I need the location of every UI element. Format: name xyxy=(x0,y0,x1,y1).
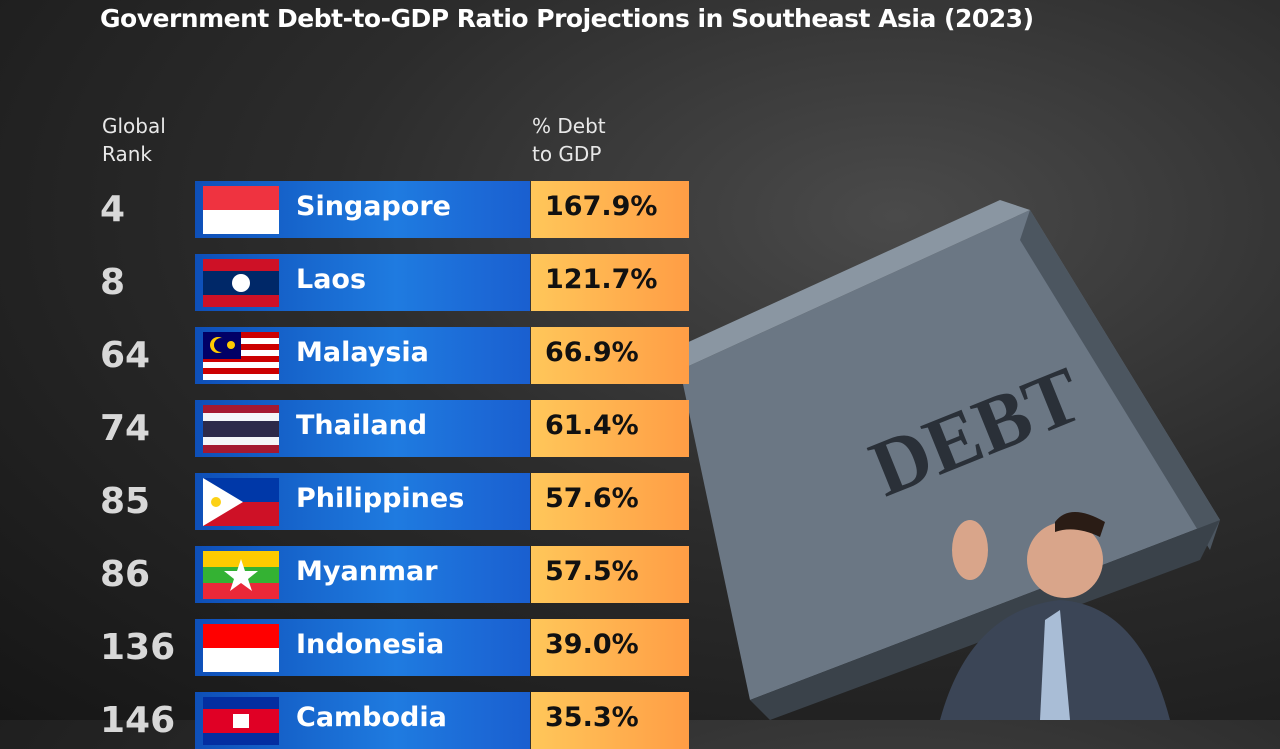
rank: 64 xyxy=(100,335,151,376)
rank: 8 xyxy=(100,262,126,303)
rank-header: Global Rank xyxy=(102,114,166,166)
country-name: Indonesia xyxy=(296,629,445,660)
country-cell: Indonesia xyxy=(195,619,530,676)
debt-ratio: 121.7% xyxy=(545,264,658,295)
rank: 146 xyxy=(100,700,176,741)
debt-ratio: 57.5% xyxy=(545,556,639,587)
rank: 85 xyxy=(100,481,151,522)
debt-ratio: 61.4% xyxy=(545,410,639,441)
pct-cell: 35.3% xyxy=(531,692,689,749)
block-side xyxy=(1020,210,1220,550)
flag xyxy=(203,405,279,453)
man-head xyxy=(1027,522,1103,598)
pct-header: % Debt to GDP xyxy=(532,114,606,166)
debt-ratio: 35.3% xyxy=(545,702,639,733)
debt-ratio: 66.9% xyxy=(545,337,639,368)
man-hair xyxy=(1055,512,1105,537)
pct-cell: 61.4% xyxy=(531,400,689,457)
table-row: 4 Singapore 167.9% xyxy=(0,181,700,238)
debt-ratio: 57.6% xyxy=(545,483,639,514)
flag xyxy=(203,551,279,599)
rank: 4 xyxy=(100,189,126,230)
pct-cell: 121.7% xyxy=(531,254,689,311)
pct-cell: 167.9% xyxy=(531,181,689,238)
country-cell: Malaysia xyxy=(195,327,530,384)
table-row: 86 Myanmar 57.5% xyxy=(0,546,700,603)
country-name: Singapore xyxy=(296,191,451,222)
flag xyxy=(203,332,279,380)
pct-cell: 57.6% xyxy=(531,473,689,530)
country-cell: Cambodia xyxy=(195,692,530,749)
rank: 86 xyxy=(100,554,151,595)
debt-illustration: DEBT xyxy=(660,200,1220,720)
country-name: Malaysia xyxy=(296,337,429,368)
country-cell: Laos xyxy=(195,254,530,311)
title: Government Debt-to-GDP Ratio Projections… xyxy=(100,4,1034,33)
pct-cell: 57.5% xyxy=(531,546,689,603)
rank: 136 xyxy=(100,627,176,668)
pct-cell: 66.9% xyxy=(531,327,689,384)
table-row: 8 Laos 121.7% xyxy=(0,254,700,311)
country-name: Myanmar xyxy=(296,556,438,587)
flag xyxy=(203,624,279,672)
flag xyxy=(203,697,279,745)
table-row: 64 Malaysia 66.9% xyxy=(0,327,700,384)
man-hand xyxy=(952,520,988,580)
flag xyxy=(203,259,279,307)
country-cell: Thailand xyxy=(195,400,530,457)
country-cell: Singapore xyxy=(195,181,530,238)
country-name: Thailand xyxy=(296,410,428,441)
block-bottom xyxy=(750,520,1220,720)
table-row: 85 Philippines 57.6% xyxy=(0,473,700,530)
flag xyxy=(203,186,279,234)
man-shirt xyxy=(1040,610,1070,720)
debt-ratio: 39.0% xyxy=(545,629,639,660)
flag xyxy=(203,478,279,526)
country-cell: Myanmar xyxy=(195,546,530,603)
pct-cell: 39.0% xyxy=(531,619,689,676)
country-name: Laos xyxy=(296,264,367,295)
country-cell: Philippines xyxy=(195,473,530,530)
debt-ratio: 167.9% xyxy=(545,191,658,222)
country-name: Cambodia xyxy=(296,702,447,733)
table-row: 74 Thailand 61.4% xyxy=(0,400,700,457)
block-top xyxy=(660,200,1030,370)
table-row: 146 Cambodia 35.3% xyxy=(0,692,700,749)
table-row: 136 Indonesia 39.0% xyxy=(0,619,700,676)
rank: 74 xyxy=(100,408,151,449)
country-name: Philippines xyxy=(296,483,465,514)
